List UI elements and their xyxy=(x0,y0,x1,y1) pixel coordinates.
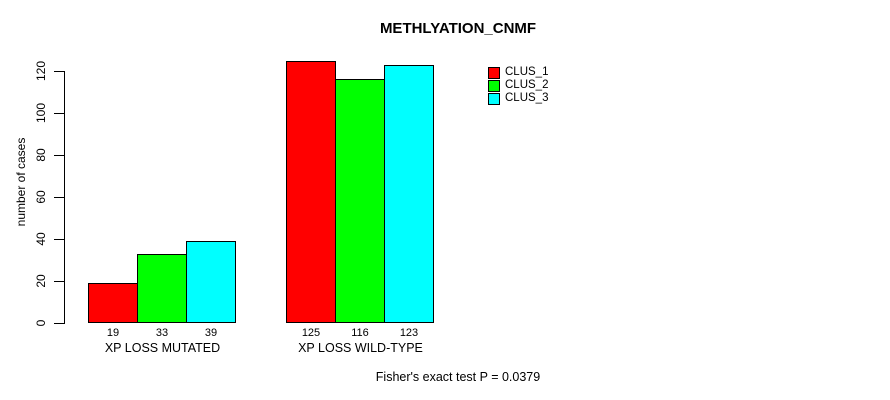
y-tick xyxy=(53,239,64,240)
bar-value-label: 125 xyxy=(301,327,321,339)
legend-swatch xyxy=(488,79,500,92)
y-tick-label: 40 xyxy=(34,232,48,246)
bar xyxy=(88,283,138,323)
legend-label: CLUS_1 xyxy=(505,66,549,78)
y-tick xyxy=(53,113,64,114)
legend: CLUS_1 CLUS_2 CLUS_3 xyxy=(488,66,548,105)
y-tick-label: 120 xyxy=(34,60,48,82)
legend-item: CLUS_1 xyxy=(488,66,548,79)
bar xyxy=(286,60,336,323)
y-tick xyxy=(53,281,64,282)
legend-item: CLUS_2 xyxy=(488,79,548,92)
legend-swatch xyxy=(488,66,500,79)
bar-value-label: 19 xyxy=(106,327,120,339)
y-tick-label: 80 xyxy=(34,148,48,162)
legend-label: CLUS_3 xyxy=(505,92,549,104)
y-tick xyxy=(53,197,64,198)
bar-value-label: 39 xyxy=(204,327,218,339)
y-tick-label: 100 xyxy=(34,102,48,124)
y-axis-line xyxy=(63,71,65,324)
group-label: XP LOSS MUTATED xyxy=(104,341,221,355)
bar xyxy=(186,241,236,323)
y-tick xyxy=(53,155,64,156)
legend-label: CLUS_2 xyxy=(505,79,549,91)
bar xyxy=(384,64,434,323)
bar-value-label: 123 xyxy=(399,327,419,339)
footer-text: Fisher's exact test P = 0.0379 xyxy=(375,370,541,384)
bar-value-label: 116 xyxy=(351,327,369,339)
legend-item: CLUS_3 xyxy=(488,92,548,105)
bar-value-label: 33 xyxy=(155,327,169,339)
bar xyxy=(335,79,385,323)
y-tick-label: 60 xyxy=(34,190,48,204)
y-tick xyxy=(53,323,64,324)
y-tick-label: 0 xyxy=(34,319,48,327)
legend-swatch xyxy=(488,92,500,105)
chart-title: METHLYATION_CNMF xyxy=(379,20,537,37)
group-label: XP LOSS WILD-TYPE xyxy=(298,341,423,355)
y-tick-label: 20 xyxy=(34,274,48,288)
bar xyxy=(137,253,187,323)
y-tick xyxy=(53,71,64,72)
